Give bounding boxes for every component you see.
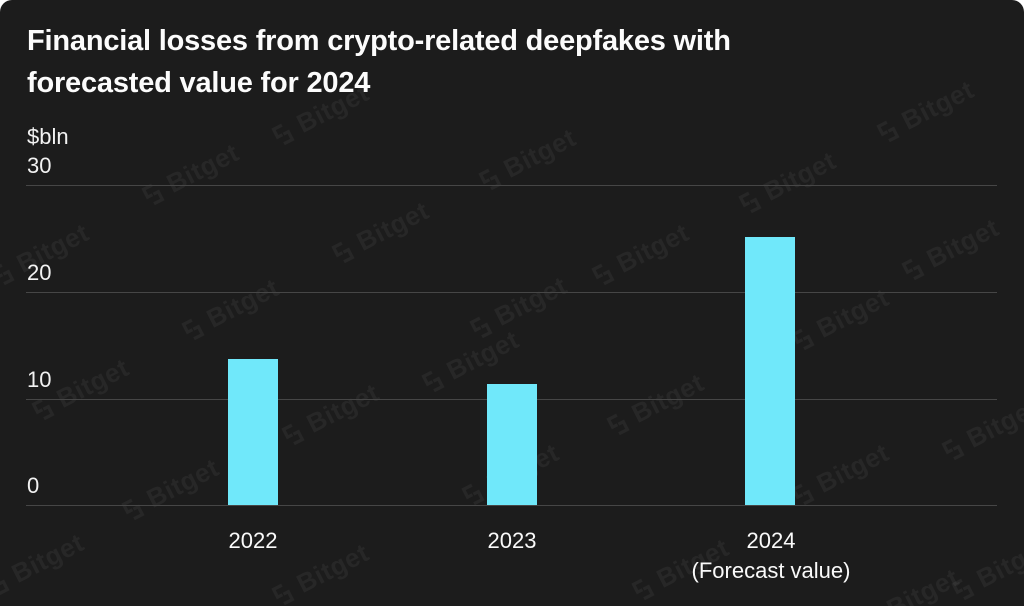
bitget-watermark: Bitget: [176, 272, 284, 348]
x-label-2023: 2023: [402, 526, 622, 556]
bitget-watermark: Bitget: [786, 282, 894, 358]
chart-title: Financial losses from crypto-related dee…: [27, 20, 731, 104]
bitget-watermark-text: Bitget: [611, 217, 694, 279]
bitget-watermark-text: Bitget: [811, 437, 894, 499]
bitget-watermark-text: Bitget: [489, 270, 572, 332]
bitget-logo-icon: [121, 498, 145, 520]
x-label-2023-text: 2023: [487, 528, 537, 553]
bitget-logo-icon: [951, 578, 975, 600]
bitget-logo-icon: [181, 318, 205, 340]
bitget-logo-icon: [738, 191, 762, 213]
bitget-watermark: Bitget: [136, 137, 244, 213]
bitget-logo-icon: [0, 263, 15, 285]
bitget-watermark-text: Bitget: [351, 195, 434, 257]
bitget-logo-icon: [0, 579, 10, 595]
bitget-logo-icon: [271, 123, 295, 145]
bitget-watermark-text: Bitget: [201, 272, 284, 334]
bitget-logo-icon: [421, 370, 445, 392]
x-label-2022: 2022: [143, 526, 363, 556]
bitget-watermark: Bitget: [896, 212, 1004, 288]
y-axis-unit-label: $bln: [27, 124, 69, 149]
bitget-watermark: Bitget: [936, 392, 1024, 468]
gridline-30: 30: [26, 153, 997, 186]
bitget-watermark-text: Bitget: [971, 532, 1024, 594]
bar-2023: [487, 384, 537, 505]
x-label-2024-subtext: (Forecast value): [691, 558, 851, 583]
x-label-2022-text: 2022: [228, 528, 278, 553]
bitget-watermark-text: Bitget: [441, 324, 524, 386]
y-tick-30: 30: [27, 153, 52, 178]
bitget-watermark-text: Bitget: [961, 392, 1024, 454]
bitget-watermark: Bitget: [946, 532, 1024, 606]
bitget-watermark-text: Bitget: [11, 217, 94, 279]
bitget-watermark: Bitget: [276, 377, 384, 453]
bitget-watermark: Bitget: [326, 195, 434, 271]
bitget-logo-icon: [631, 578, 655, 600]
x-label-2024: 2024 (Forecast value): [661, 526, 881, 586]
bitget-watermark-text: Bitget: [881, 562, 964, 606]
bitget-watermark-text: Bitget: [6, 527, 89, 589]
bitget-watermark: Bitget: [0, 527, 89, 603]
bitget-watermark: Bitget: [473, 122, 581, 198]
bitget-logo-icon: [591, 263, 615, 285]
bitget-logo-icon: [876, 120, 900, 142]
bitget-watermark: Bitget: [733, 145, 841, 221]
bar-2022: [228, 359, 278, 505]
bitget-logo-icon: [901, 258, 925, 280]
bar-2024-forecast: [745, 237, 795, 505]
bitget-logo-icon: [331, 241, 355, 263]
bitget-watermark: Bitget: [601, 367, 709, 443]
bitget-watermark-text: Bitget: [498, 122, 581, 184]
bitget-watermark-text: Bitget: [921, 212, 1004, 274]
y-tick-20: 20: [27, 260, 52, 285]
bitget-logo-icon: [478, 168, 502, 190]
chart-title-line2: forecasted value for 2024: [27, 67, 371, 99]
bitget-watermark-text: Bitget: [51, 352, 134, 414]
gridline-0: 0: [26, 473, 997, 506]
bitget-logo-icon: [281, 423, 305, 445]
chart-title-line1: Financial losses from crypto-related dee…: [27, 25, 731, 57]
bitget-logo-icon: [469, 316, 493, 338]
bitget-watermark: Bitget: [786, 437, 894, 513]
bitget-watermark: Bitget: [116, 452, 224, 528]
bitget-logo-icon: [271, 583, 295, 605]
gridline-20: 20: [26, 260, 997, 293]
y-tick-0: 0: [27, 473, 40, 498]
x-label-2024-text: 2024: [746, 528, 796, 553]
bitget-logo-icon: [941, 438, 965, 460]
bitget-watermark-text: Bitget: [758, 145, 841, 207]
bitget-logo-icon: [141, 183, 165, 205]
bitget-watermark-text: Bitget: [161, 137, 244, 199]
bitget-watermark: Bitget: [464, 270, 572, 346]
y-tick-10: 10: [27, 367, 52, 392]
bitget-watermark-text: Bitget: [301, 377, 384, 439]
bitget-watermark-text: Bitget: [896, 74, 979, 136]
bitget-watermark: Bitget: [586, 217, 694, 293]
bitget-watermark: Bitget: [871, 74, 979, 150]
bitget-logo-icon: [606, 413, 630, 435]
